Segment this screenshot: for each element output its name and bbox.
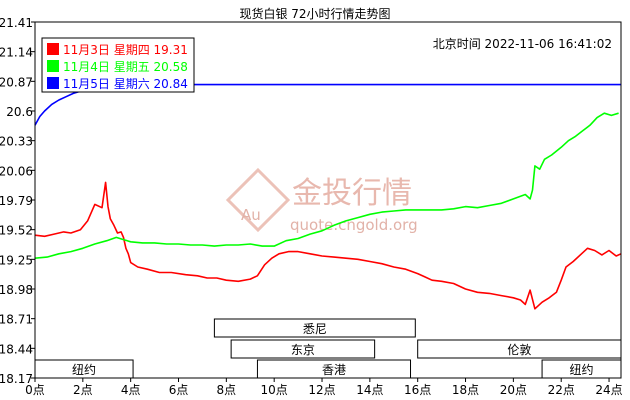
x-tick-label: 14点 (356, 383, 383, 397)
x-tick-label: 18点 (452, 383, 479, 397)
series-line-1 (34, 181, 622, 310)
market-session-bar (230, 339, 376, 359)
y-tick-label: 18.17 (0, 372, 33, 386)
y-tick-label: 18.98 (0, 283, 33, 297)
market-session-label: 纽约 (570, 362, 594, 377)
legend-entry: 11月5日 星期六 20.84 (63, 77, 188, 91)
legend-box (41, 37, 195, 93)
legend-entry: 11月3日 星期四 19.31 (63, 43, 188, 57)
y-tick-label: 19.25 (0, 253, 33, 267)
watermark-logo-text: Au (241, 206, 261, 224)
watermark: Au 金投行情 quote.cngold.org (225, 167, 418, 234)
market-session-label: 纽约 (72, 362, 96, 377)
y-tick-label: 19.79 (0, 194, 33, 208)
market-session-label: 东京 (291, 343, 315, 357)
timestamp: 北京时间 2022-11-06 16:41:02 (433, 37, 612, 51)
x-tick-label: 6点 (169, 383, 189, 397)
y-tick-label: 20.06 (0, 164, 33, 178)
x-tick-label: 20点 (500, 383, 527, 397)
x-tick-label: 8点 (217, 383, 237, 397)
market-session-bar (213, 318, 416, 338)
series-line-2 (34, 112, 619, 259)
legend-swatch (47, 43, 59, 55)
market-session-label: 香港 (322, 363, 346, 377)
x-tick-label: 4点 (121, 383, 141, 397)
x-tick-label: 0点 (25, 383, 45, 397)
y-tick-label: 18.71 (0, 313, 33, 327)
x-tick-label: 12点 (308, 383, 335, 397)
x-tick-label: 22点 (548, 383, 575, 397)
x-tick-label: 10点 (261, 383, 288, 397)
watermark-url: quote.cngold.org (290, 216, 418, 234)
legend-swatch (47, 60, 59, 72)
watermark-brand: 金投行情 (292, 176, 412, 211)
y-tick-label: 19.52 (0, 224, 33, 238)
x-tick-label: 2点 (73, 383, 93, 397)
legend-swatch (47, 77, 59, 89)
legend: 11月3日 星期四 19.31 11月4日 星期五 20.58 11月5日 星期六 … (41, 37, 195, 93)
y-axis: 21.41 21.14 20.87 20.6 20.33 20.06 19.79 19.52 1… (0, 16, 35, 386)
watermark-logo-icon (225, 167, 291, 233)
y-tick-label: 21.14 (0, 46, 33, 60)
x-tick-label: 16点 (404, 383, 431, 397)
y-tick-label: 20.33 (0, 135, 33, 149)
legend-entry: 11月4日 星期五 20.58 (63, 60, 188, 74)
chart-title: 现货白银 72小时行情走势图 (239, 6, 390, 21)
y-tick-label: 20.6 (6, 105, 33, 119)
market-session-label: 伦敦 (507, 342, 531, 357)
y-tick-label: 18.44 (0, 342, 33, 356)
y-tick-label: 21.41 (0, 16, 33, 30)
x-axis: 0点 2点 4点 6点 8点 10点 12点 14点 16点 18点 20点 22点 24点 (25, 378, 623, 397)
x-tick-label: 24点 (595, 383, 622, 397)
y-tick-label: 20.87 (0, 75, 33, 89)
market-session-label: 悉尼 (303, 322, 327, 336)
